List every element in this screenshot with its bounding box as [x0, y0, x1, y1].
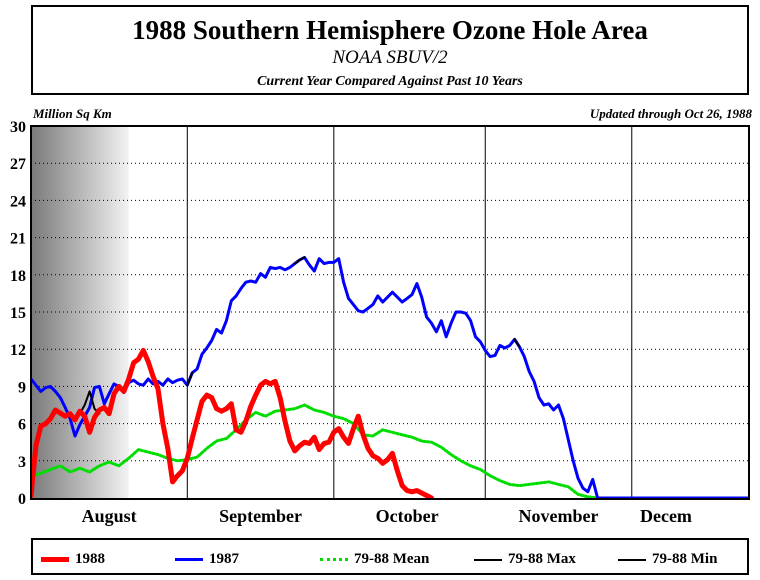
series-line-79-88-max-3: [513, 338, 521, 348]
chart-subsubtitle: Current Year Compared Against Past 10 Ye…: [257, 74, 523, 89]
legend-label-mean: 79-88 Mean: [354, 551, 430, 567]
series-line-79-88-max-1: [186, 371, 194, 387]
x-month-label-november: November: [519, 506, 599, 526]
series-line-79-88-max-2: [293, 256, 306, 265]
y-tick-label-6: 6: [18, 417, 26, 434]
y-tick-label-9: 9: [18, 379, 26, 396]
series-line-79-88-max-0: [78, 390, 101, 415]
y-tick-label-30: 30: [10, 120, 26, 136]
y-tick-label-3: 3: [18, 454, 26, 471]
legend-swatch-min: [618, 558, 646, 561]
y-tick-label-12: 12: [10, 342, 26, 359]
grid: [31, 126, 749, 499]
legend-label-1988: 1988: [75, 551, 105, 567]
plot-frame: [30, 125, 750, 500]
legend-item-1988: 1988: [41, 549, 105, 569]
legend: 1988 1987 79-88 Mean 79-88 Max 79-88 Min: [31, 538, 749, 575]
axis-labels: 0 3 6 9 12 15 18 21 24 27 30 August September October…: [10, 120, 692, 526]
chart-subtitle: NOAA SBUV/2: [332, 47, 448, 68]
legend-item-max: 79-88 Max: [474, 549, 576, 569]
x-month-label-september: September: [219, 506, 302, 526]
y-tick-label-0: 0: [18, 491, 26, 508]
ozone-chart: 0 3 6 9 12 15 18 21 24 27 30 August September October…: [10, 120, 750, 526]
x-month-label-october: October: [376, 506, 439, 526]
title-box: 1988 Southern Hemisphere Ozone Hole Area…: [31, 5, 749, 95]
legend-label-min: 79-88 Min: [652, 551, 718, 567]
legend-swatch-1987: [175, 558, 203, 562]
series-line-1987: [31, 255, 749, 499]
y-tick-label-27: 27: [10, 156, 26, 173]
legend-label-max: 79-88 Max: [508, 551, 576, 567]
y-tick-label-18: 18: [10, 268, 26, 285]
legend-item-mean: 79-88 Mean: [320, 549, 429, 569]
legend-swatch-mean: [320, 558, 348, 562]
y-axis-units-label: Million Sq Km: [33, 106, 112, 121]
legend-swatch-1988: [41, 557, 69, 563]
legend-item-min: 79-88 Min: [618, 549, 717, 569]
y-tick-label-15: 15: [10, 305, 26, 322]
legend-label-1987: 1987: [209, 551, 239, 567]
series-line-79-88-mean: [31, 403, 600, 499]
x-month-label-august: August: [82, 506, 137, 526]
chart-title: 1988 Southern Hemisphere Ozone Hole Area: [132, 15, 648, 45]
x-month-label-decem: Decem: [640, 506, 692, 526]
updated-label: Updated through Oct 26, 1988: [589, 106, 752, 121]
y-tick-label-21: 21: [10, 231, 26, 248]
series-line-1988: [31, 347, 434, 499]
y-tick-label-24: 24: [10, 193, 26, 210]
legend-item-1987: 1987: [175, 549, 239, 569]
legend-swatch-max: [474, 558, 502, 561]
series-layer: [31, 255, 749, 499]
